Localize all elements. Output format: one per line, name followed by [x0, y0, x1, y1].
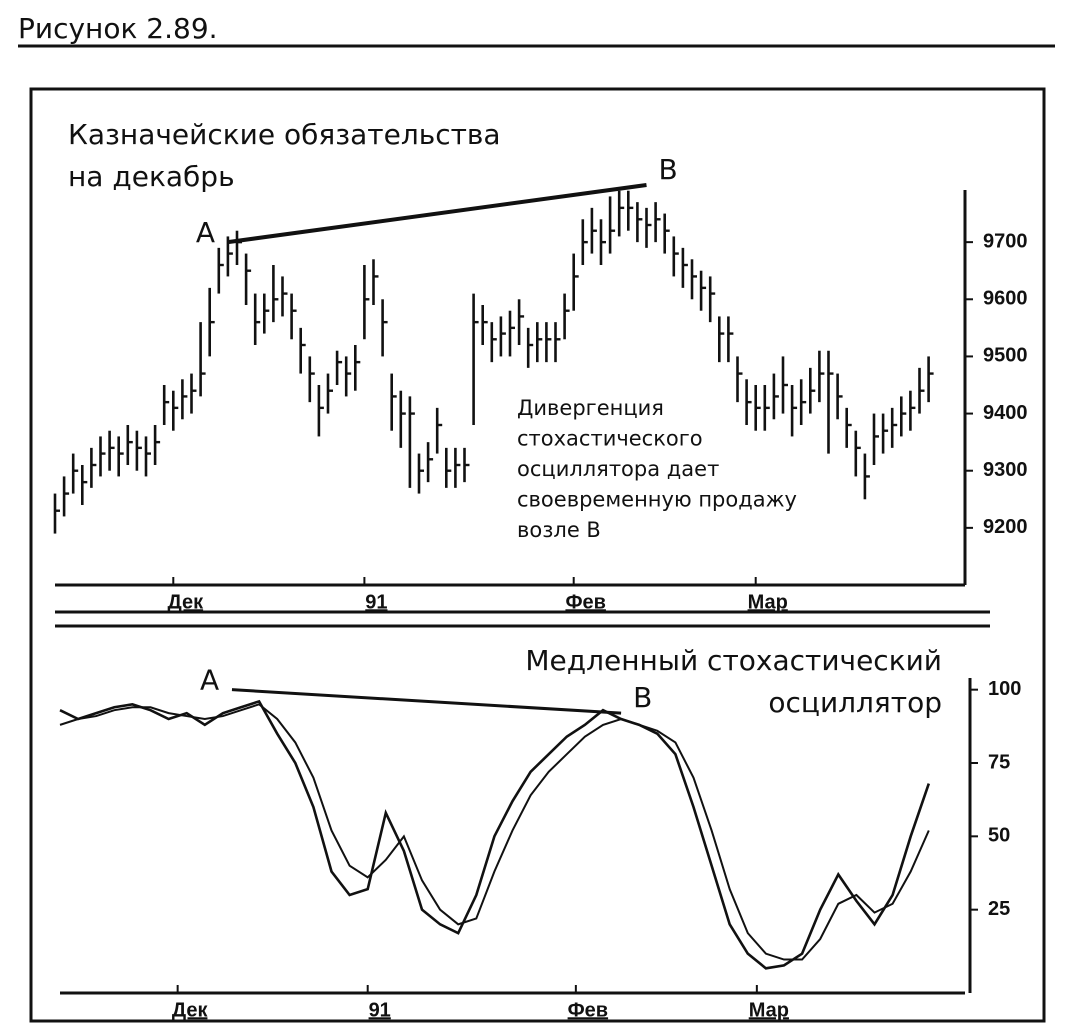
y-tick-label: 50 [988, 825, 1010, 847]
x-tick-label: Мар [749, 999, 789, 1021]
chart-title: Казначейские обязательства [68, 118, 501, 151]
x-tick-label: Фев [568, 999, 609, 1021]
y-tick-label: 9600 [983, 288, 1028, 310]
x-tick-label: Фев [565, 591, 606, 613]
point-label: B [633, 681, 652, 714]
chart-title: Медленный стохастический [525, 644, 942, 677]
x-tick-label: 91 [369, 999, 391, 1021]
annotation: возле В [517, 518, 601, 542]
x-tick-label: Мар [748, 591, 788, 613]
figure-title: Рисунок 2.89. [18, 12, 218, 45]
point-label: B [659, 153, 678, 186]
point-label: A [196, 216, 215, 249]
annotation: Дивергенция [517, 396, 664, 420]
annotation: стохастического [517, 427, 703, 451]
point-label: A [200, 664, 219, 697]
y-tick-label: 25 [988, 898, 1010, 920]
y-tick-label: 9700 [983, 230, 1028, 252]
oscillator-line [59, 703, 930, 961]
annotation: осциллятора дает [517, 457, 719, 481]
x-tick-label: Дек [167, 591, 204, 613]
trendline [231, 688, 622, 715]
y-tick-label: 100 [988, 678, 1021, 700]
chart-title: на декабрь [68, 160, 235, 193]
x-tick-label: 91 [365, 591, 387, 613]
y-tick-label: 9500 [983, 345, 1028, 367]
y-tick-label: 9300 [983, 459, 1028, 481]
x-tick-label: Дек [172, 999, 209, 1021]
annotation: своевременную продажу [517, 488, 797, 512]
oscillator-line [59, 699, 931, 970]
frame [29, 87, 1046, 1023]
y-tick-label: 9200 [983, 516, 1028, 538]
y-tick-label: 9400 [983, 402, 1028, 424]
trendline [227, 183, 647, 245]
chart-title: осциллятор [768, 686, 942, 719]
y-tick-label: 75 [988, 751, 1010, 773]
